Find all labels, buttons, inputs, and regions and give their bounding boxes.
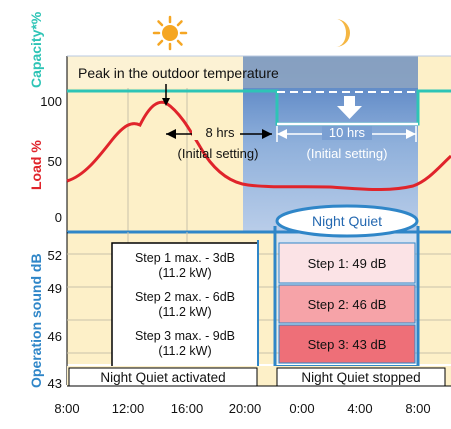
time-tick-4: 4:00 bbox=[347, 401, 372, 416]
hrs10-label-line2: (Initial setting) bbox=[307, 146, 388, 161]
sun-icon bbox=[152, 15, 188, 51]
time-tick-8am: 8:00 bbox=[54, 401, 79, 416]
day-background-right bbox=[418, 56, 451, 232]
time-tick-12: 12:00 bbox=[112, 401, 145, 416]
step1-max-line1: Step 1 max. - 3dB bbox=[135, 251, 235, 265]
hrs8-arrow-left bbox=[166, 129, 176, 139]
night-quiet-badge-label: Night Quiet bbox=[312, 213, 382, 229]
hrs8-label-line1: 8 hrs bbox=[206, 125, 235, 140]
step2-max-line1: Step 2 max. - 6dB bbox=[135, 290, 235, 304]
hrs10-label-line1: 10 hrs bbox=[329, 125, 366, 140]
step1-night-label: Step 1: 49 dB bbox=[308, 256, 387, 271]
step3-max-line2: (11.2 kW) bbox=[158, 344, 211, 358]
hrs8-arrow-right bbox=[262, 129, 272, 139]
load-curve bbox=[66, 100, 451, 192]
night-quiet-badge bbox=[275, 204, 419, 238]
step2-night-box bbox=[278, 284, 416, 324]
step2-night-label: Step 2: 46 dB bbox=[308, 297, 387, 312]
peak-pointer-head bbox=[162, 98, 170, 106]
time-tick-20: 20:00 bbox=[229, 401, 262, 416]
moon-icon bbox=[336, 18, 351, 47]
tick-sound-46: 46 bbox=[48, 329, 62, 344]
down-arrow-icon bbox=[337, 96, 362, 119]
hrs10-arrow-right bbox=[406, 129, 416, 139]
capacity-axis-title: Capacity*% bbox=[28, 11, 44, 88]
step1-night-box bbox=[278, 242, 416, 284]
step3-max-line1: Step 3 max. - 9dB bbox=[135, 329, 235, 343]
status-activated-label: Night Quiet activated bbox=[100, 370, 225, 385]
hrs8-label-bg bbox=[192, 126, 240, 140]
hrs8-label-line2: (Initial setting) bbox=[178, 146, 259, 161]
time-tick-0: 0:00 bbox=[289, 401, 314, 416]
status-stopped-label: Night Quiet stopped bbox=[301, 370, 420, 385]
vertical-grid bbox=[127, 88, 188, 232]
night-band-header bbox=[243, 56, 418, 88]
step-max-box bbox=[111, 242, 259, 368]
tick-capacity-100: 100 bbox=[40, 94, 62, 109]
tick-sound-49: 49 bbox=[48, 281, 62, 296]
sound-axis-title: Operation sound dB bbox=[28, 253, 44, 388]
peak-label: Peak in the outdoor temperature bbox=[78, 65, 279, 81]
time-tick-16: 16:00 bbox=[171, 401, 204, 416]
tick-sound-52: 52 bbox=[48, 248, 62, 263]
step3-night-box bbox=[278, 324, 416, 364]
tick-load-50: 50 bbox=[48, 154, 62, 169]
hrs10-arrow-left bbox=[277, 129, 287, 139]
time-tick-8pm: 8:00 bbox=[405, 401, 430, 416]
load-axis-title: Load % bbox=[28, 140, 44, 190]
step1-max-line2: (11.2 kW) bbox=[158, 266, 211, 280]
tick-sound-43: 43 bbox=[48, 376, 62, 391]
tick-load-0: 0 bbox=[55, 210, 62, 225]
hrs10-label-bg bbox=[322, 126, 372, 140]
step3-night-label: Step 3: 43 dB bbox=[308, 337, 387, 352]
step2-max-line2: (11.2 kW) bbox=[158, 305, 211, 319]
